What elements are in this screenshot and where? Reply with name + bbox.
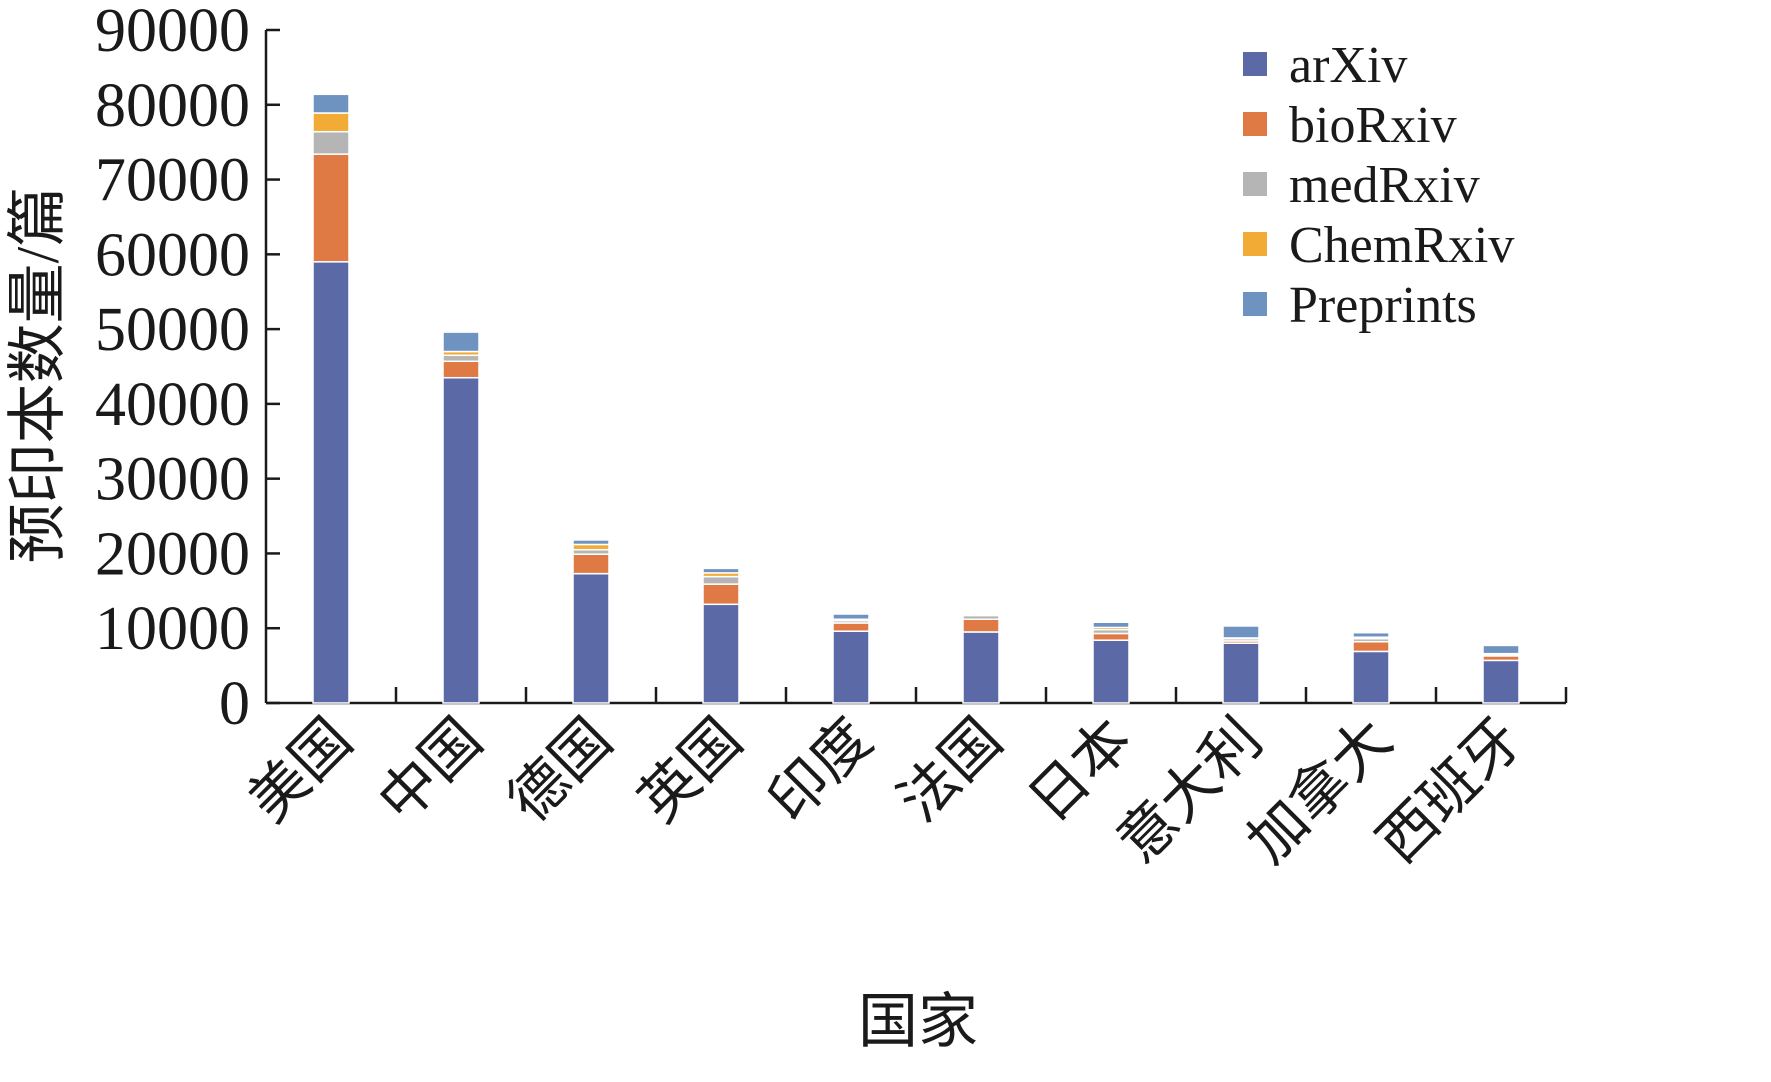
y-tick-label: 40000 [95,371,250,439]
bar-segment [1482,659,1520,704]
x-tick-label: 西班牙 [1365,706,1534,875]
bar-segment [1482,644,1520,655]
legend-swatch [1243,172,1267,196]
y-tick-label: 10000 [95,595,250,663]
bar-segment [1092,632,1130,641]
bar-segment [1352,640,1390,653]
bar-segment [572,539,610,546]
bar-segment [442,376,480,704]
bar-segment [572,572,610,704]
bar-segment [832,613,870,620]
bar-segment [1222,642,1260,704]
x-axis-title: 国家 [858,989,978,1055]
bar-segment [832,622,870,632]
legend-label: ChemRxiv [1289,217,1514,274]
bar-segment [312,261,350,704]
y-tick-label: 50000 [95,296,250,364]
bar-segment [312,130,350,155]
x-tick-label: 英国 [626,706,754,834]
legend-swatch [1243,292,1267,316]
legend-swatch [1243,232,1267,256]
x-tick-label: 意大利 [1105,706,1274,875]
bar-segment [312,112,350,133]
y-tick-label: 60000 [95,221,250,289]
bar-segment [572,543,610,551]
legend-label: medRxiv [1289,157,1480,214]
bar-segment [702,567,740,574]
legend-swatch [1243,52,1267,76]
bar-segment [962,631,1000,704]
legend-label: Preprints [1289,277,1477,334]
bar-segment [962,618,1000,633]
x-tick-label: 印度 [756,706,884,834]
bar-segment [312,153,350,263]
bar-segment [572,553,610,575]
x-tick-label: 中国 [366,706,494,834]
bar-segment [1222,625,1260,639]
bar-segment [442,360,480,379]
bar-segment [442,331,480,353]
x-tick-label: 美国 [236,706,364,834]
y-axis-title: 预印本数量/篇 [5,187,71,564]
y-tick-label: 70000 [95,147,250,215]
bar-segment [1352,650,1390,704]
bar-segment [702,583,740,606]
y-tick-label: 80000 [95,72,250,140]
y-tick-label: 30000 [95,446,250,514]
bar-segment [702,603,740,704]
bar-segment [1352,631,1390,638]
legend-swatch [1243,112,1267,136]
bar-segment [1092,621,1130,629]
bar-segment [702,575,740,585]
legend-label: arXiv [1289,37,1407,94]
bar-segment [832,630,870,704]
bar-segment [1092,639,1130,704]
x-tick-label: 加拿大 [1235,706,1404,875]
bar-segment [962,613,1000,616]
bars [312,93,1520,704]
legend-label: bioRxiv [1289,97,1457,154]
bar-segment [442,354,480,363]
bar-segment [312,93,350,114]
x-tick-label: 法国 [886,706,1014,834]
y-tick-label: 20000 [95,520,250,588]
x-tick-label: 德国 [496,706,624,834]
y-tick-label: 0 [219,670,250,738]
y-tick-label: 90000 [95,0,250,65]
